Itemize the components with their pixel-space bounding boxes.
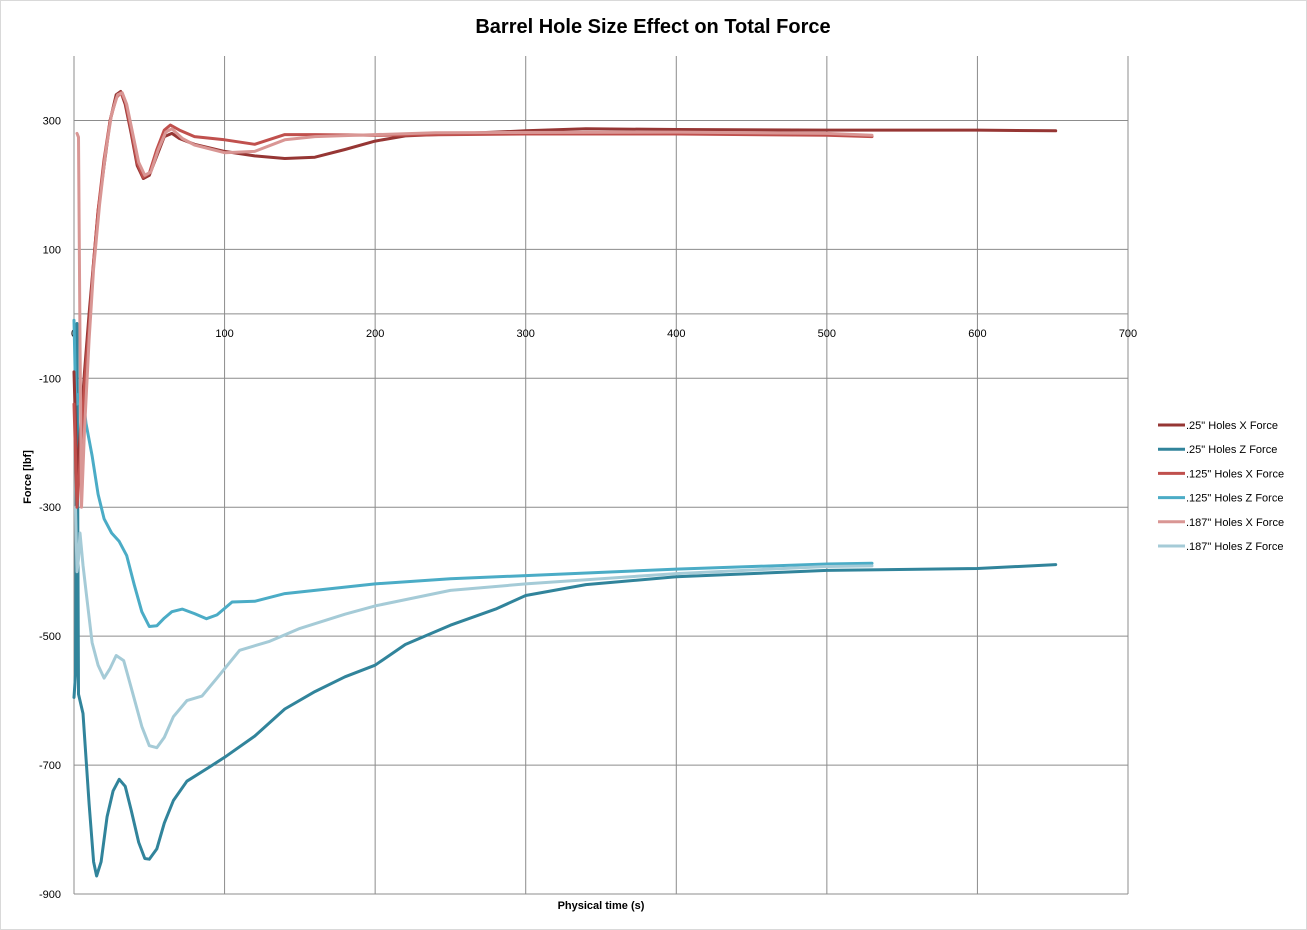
legend-label: .25" Holes X Force — [1186, 420, 1278, 432]
legend-label: .187" Holes Z Force — [1186, 541, 1283, 553]
y-tick-label: -300 — [39, 502, 61, 514]
series-line — [72, 90, 1058, 483]
y-tick-label: -100 — [39, 373, 61, 385]
series-line — [75, 91, 874, 509]
legend-item: .125" Holes Z Force — [1158, 493, 1283, 505]
x-axis-title: Physical time (s) — [558, 900, 645, 912]
legend-item: .125" Holes X Force — [1158, 468, 1284, 480]
x-tick-label: 700 — [1119, 328, 1137, 340]
legend-label: .187" Holes X Force — [1186, 517, 1284, 529]
y-tick-label: -500 — [39, 631, 61, 643]
legend-item: .187" Holes Z Force — [1158, 541, 1283, 553]
legend-label: .125" Holes Z Force — [1186, 493, 1283, 505]
series-line — [74, 505, 874, 750]
legend-label: .125" Holes X Force — [1186, 468, 1284, 480]
legend-item: .25" Holes Z Force — [1158, 444, 1277, 456]
series-line — [72, 318, 874, 628]
y-tick-label: 100 — [43, 244, 61, 256]
legend-item: .25" Holes X Force — [1158, 420, 1278, 432]
legend-label: .25" Holes Z Force — [1186, 444, 1277, 456]
x-tick-label: 100 — [215, 328, 233, 340]
x-tick-label: 500 — [818, 328, 836, 340]
tick-labels: 0 100 200 300 400 500 600 700300100-100-300-500… — [39, 115, 1137, 901]
x-tick-label: 300 — [517, 328, 535, 340]
x-tick-label: 400 — [667, 328, 685, 340]
series-line — [72, 322, 1058, 878]
series-lines — [72, 90, 1058, 878]
series-line — [72, 91, 874, 509]
x-tick-label: 200 — [366, 328, 384, 340]
y-tick-label: -700 — [39, 760, 61, 772]
x-tick-label: 600 — [968, 328, 986, 340]
chart-title: Barrel Hole Size Effect on Total Force — [475, 16, 830, 38]
y-tick-label: -900 — [39, 889, 61, 901]
gridlines — [73, 56, 1129, 895]
y-axis-title: Force [lbf] — [22, 450, 34, 504]
legend-item: .187" Holes X Force — [1158, 517, 1284, 529]
legend: .25" Holes X Force .25" Holes Z Force .125… — [1158, 420, 1284, 553]
y-tick-label: 300 — [43, 115, 61, 127]
